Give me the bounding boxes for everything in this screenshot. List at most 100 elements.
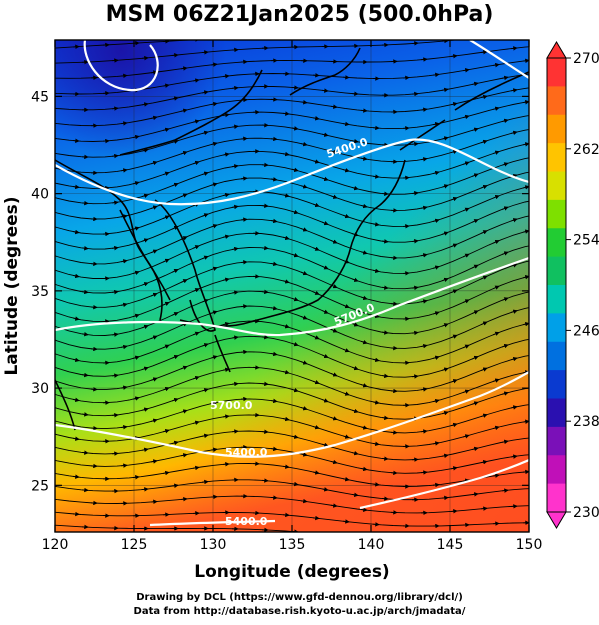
flow-arrow <box>501 488 509 493</box>
flow-arrow <box>180 365 188 370</box>
streamline <box>55 186 529 235</box>
flow-arrow <box>471 81 479 87</box>
flow-arrow <box>141 55 149 61</box>
contour-label: 5400.0 <box>225 515 268 528</box>
flow-arrow <box>300 99 308 105</box>
flow-arrow <box>321 176 329 181</box>
flow-arrow <box>522 142 529 147</box>
flow-arrow <box>300 184 308 189</box>
flow-arrow <box>522 58 529 64</box>
flow-arrow <box>111 106 119 111</box>
flow-arrow <box>210 224 218 229</box>
flow-arrow <box>420 157 428 162</box>
flow-arrow <box>411 141 419 147</box>
flow-arrow <box>372 441 380 447</box>
flow-arrow <box>210 266 218 271</box>
flow-arrow <box>312 246 320 251</box>
flow-arrow <box>492 473 500 478</box>
flow-arrow <box>162 386 170 392</box>
colorbar-segment <box>547 455 566 485</box>
flow-arrow <box>342 348 350 353</box>
flow-arrow <box>291 387 299 393</box>
streamline <box>55 73 529 111</box>
flow-arrow <box>420 299 428 304</box>
flow-arrow <box>171 53 179 58</box>
flow-arrow <box>282 235 290 241</box>
flow-arrow <box>222 112 230 118</box>
flow-arrow <box>111 200 119 205</box>
flow-arrow <box>510 88 518 93</box>
flow-arrow <box>462 299 470 304</box>
colorbar-segment <box>547 483 566 513</box>
flow-arrow <box>462 344 470 349</box>
flow-arrow <box>291 126 299 131</box>
wind-streamlines <box>55 40 529 532</box>
colorbar-segment <box>547 256 566 286</box>
flow-arrow <box>450 243 458 248</box>
flow-arrow <box>222 74 230 79</box>
flow-arrow <box>132 270 140 275</box>
flow-arrow <box>132 134 140 140</box>
flow-arrow <box>342 304 350 309</box>
flow-arrow <box>222 152 230 157</box>
flow-arrow <box>150 418 158 423</box>
flow-arrow <box>180 496 188 502</box>
flow-arrow <box>330 104 338 109</box>
streamline <box>55 511 529 527</box>
flow-arrow <box>240 136 248 142</box>
flow-arrow <box>510 454 518 459</box>
flow-arrow <box>480 184 488 190</box>
flow-arrow <box>351 408 359 414</box>
streamline <box>55 115 529 158</box>
streamline <box>55 275 529 322</box>
streamline <box>55 479 529 501</box>
flow-arrow <box>132 475 140 480</box>
flow-arrow <box>312 116 320 121</box>
flow-arrow <box>270 305 278 311</box>
flow-arrow <box>381 456 389 461</box>
flow-arrow <box>261 245 269 251</box>
flow-arrow <box>372 482 380 487</box>
flow-arrow <box>120 344 128 350</box>
flow-arrow <box>462 114 470 120</box>
flow-arrow <box>492 285 500 290</box>
flow-arrow <box>282 279 290 284</box>
flow-arrow <box>312 335 320 340</box>
flow-arrow <box>291 167 299 172</box>
contour-label: 5700.0 <box>210 399 253 412</box>
flow-arrow <box>510 309 518 314</box>
flow-arrow <box>231 204 239 210</box>
flow-arrow <box>72 397 80 403</box>
flow-arrow <box>72 436 80 441</box>
flow-arrow <box>381 239 389 244</box>
streamline <box>55 430 529 461</box>
flow-arrow <box>300 452 308 457</box>
credits: Drawing by DCL (https://www.gfd-dennou.o… <box>0 591 599 619</box>
flow-arrow <box>81 246 89 251</box>
flow-arrow <box>210 182 218 187</box>
flow-arrow <box>480 230 488 235</box>
flow-arrow <box>501 343 509 349</box>
colorbar: 270 262 254 246 238 230 <box>546 41 599 529</box>
flow-arrow <box>312 515 320 521</box>
flow-arrow <box>351 138 359 144</box>
flow-arrow <box>270 218 278 224</box>
flow-arrow <box>321 442 329 448</box>
flow-arrow <box>162 301 170 307</box>
flow-arrow <box>330 459 338 465</box>
flow-arrow <box>342 519 350 524</box>
flow-arrow <box>474 40 479 41</box>
flow-arrow <box>492 378 500 383</box>
flow-arrow <box>180 409 188 414</box>
flow-arrow <box>321 220 329 226</box>
x-axis-title: Longitude (degrees) <box>194 562 389 582</box>
flow-arrow <box>522 321 529 327</box>
flow-arrow <box>150 115 158 121</box>
flow-arrow <box>81 412 89 417</box>
flow-arrow <box>72 184 80 190</box>
colorbar-segment <box>547 171 566 201</box>
flow-arrow <box>342 391 350 396</box>
credits-line-2: Data from http://database.rish.kyoto-u.a… <box>133 606 466 617</box>
flow-arrow <box>432 311 440 316</box>
